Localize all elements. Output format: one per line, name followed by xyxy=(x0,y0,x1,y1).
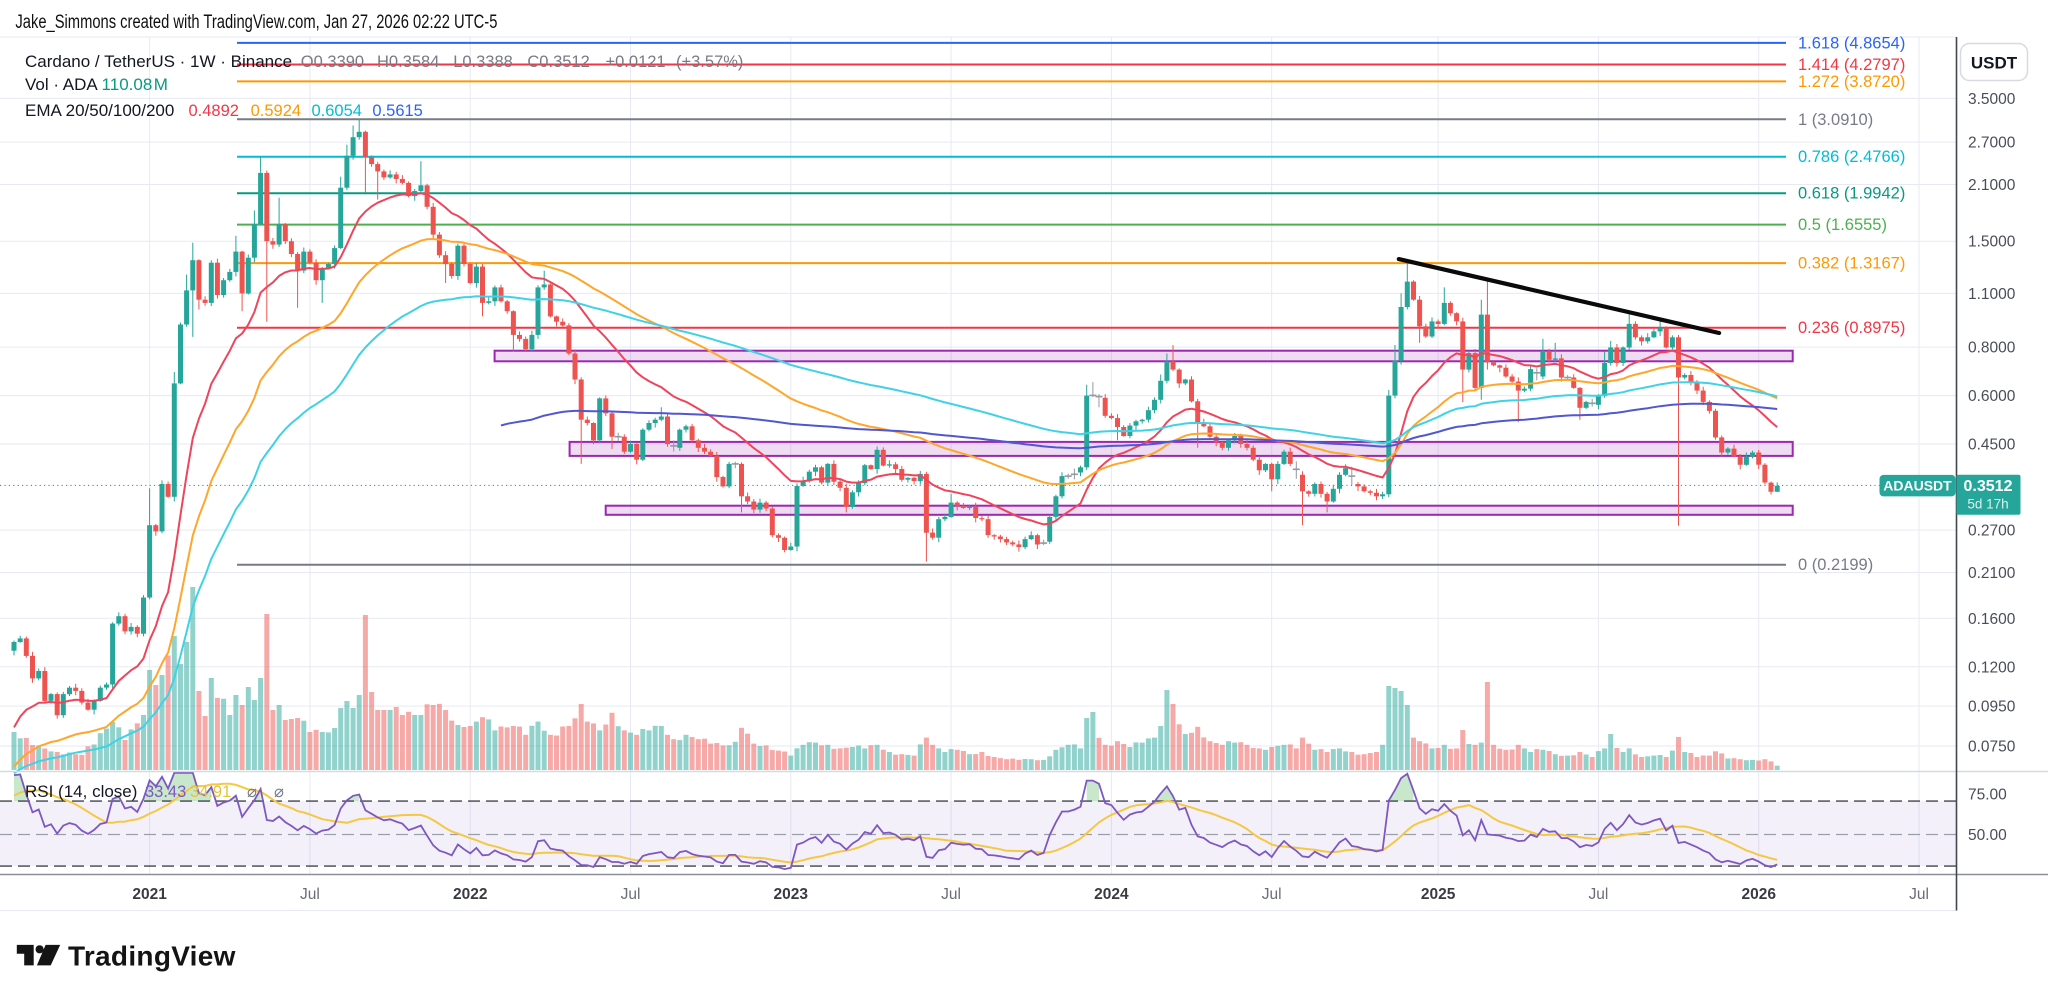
svg-text:2024: 2024 xyxy=(1094,886,1129,903)
svg-text:Vol · ADA 110.08 M: Vol · ADA 110.08 M xyxy=(25,75,168,94)
svg-text:2023: 2023 xyxy=(774,886,809,903)
svg-text:0.0750: 0.0750 xyxy=(1968,739,2016,756)
svg-text:0.786 (2.4766): 0.786 (2.4766) xyxy=(1798,148,1905,166)
svg-text:2026: 2026 xyxy=(1741,886,1776,903)
svg-text:50.00: 50.00 xyxy=(1968,827,2007,844)
svg-text:Jul: Jul xyxy=(941,886,961,903)
svg-text:2.1000: 2.1000 xyxy=(1968,177,2016,194)
svg-text:Jul: Jul xyxy=(300,886,320,903)
svg-text:1 (3.0910): 1 (3.0910) xyxy=(1798,111,1873,129)
svg-text:Jul: Jul xyxy=(621,886,641,903)
svg-text:0.4500: 0.4500 xyxy=(1968,437,2016,454)
svg-text:1.5000: 1.5000 xyxy=(1968,234,2016,251)
svg-text:Jake_Simmons created with Trad: Jake_Simmons created with TradingView.co… xyxy=(15,12,497,33)
svg-text:0 (0.2199): 0 (0.2199) xyxy=(1798,556,1873,574)
svg-text:2022: 2022 xyxy=(453,886,487,903)
svg-text:2025: 2025 xyxy=(1421,886,1456,903)
svg-text:0.1600: 0.1600 xyxy=(1968,611,2016,628)
svg-text:0.3512: 0.3512 xyxy=(1964,478,2013,495)
svg-text:Jul: Jul xyxy=(1909,886,1929,903)
svg-text:1.1000: 1.1000 xyxy=(1968,286,2016,303)
svg-text:2021: 2021 xyxy=(132,886,167,903)
svg-text:1.414 (4.2797): 1.414 (4.2797) xyxy=(1798,56,1905,74)
svg-text:0.1200: 0.1200 xyxy=(1968,659,2016,676)
svg-text:1.618 (4.8654): 1.618 (4.8654) xyxy=(1798,34,1905,52)
svg-text:0.6000: 0.6000 xyxy=(1968,388,2016,405)
svg-text:USDT: USDT xyxy=(1971,54,2018,73)
svg-text:ADAUSDT: ADAUSDT xyxy=(1883,477,1952,493)
svg-text:0.236 (0.8975): 0.236 (0.8975) xyxy=(1798,319,1905,337)
svg-text:0.382 (1.3167): 0.382 (1.3167) xyxy=(1798,255,1905,273)
svg-text:0.2700: 0.2700 xyxy=(1968,523,2016,540)
svg-text:TradingView: TradingView xyxy=(68,941,236,972)
svg-text:0.0950: 0.0950 xyxy=(1968,699,2016,716)
svg-text:Cardano / TetherUS · 1W · Bina: Cardano / TetherUS · 1W · Binance O0.3390… xyxy=(25,52,743,71)
svg-text:0.618 (1.9942): 0.618 (1.9942) xyxy=(1798,185,1905,203)
svg-text:1.272 (3.8720): 1.272 (3.8720) xyxy=(1798,73,1905,91)
svg-text:3.5000: 3.5000 xyxy=(1968,91,2016,108)
svg-text:5d 17h: 5d 17h xyxy=(1967,497,2008,512)
svg-text:0.8000: 0.8000 xyxy=(1968,340,2016,357)
svg-text:0.2100: 0.2100 xyxy=(1968,565,2016,582)
svg-text:Jul: Jul xyxy=(1262,886,1282,903)
svg-text:2.7000: 2.7000 xyxy=(1968,135,2016,152)
svg-text:Jul: Jul xyxy=(1588,886,1608,903)
svg-text:75.00: 75.00 xyxy=(1968,787,2007,804)
svg-text:0.5 (1.6555): 0.5 (1.6555) xyxy=(1798,216,1887,234)
